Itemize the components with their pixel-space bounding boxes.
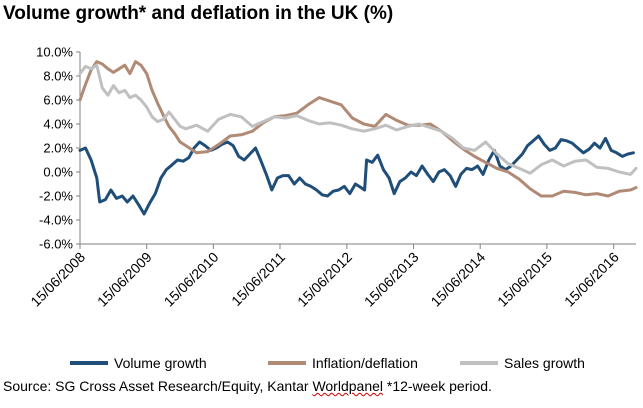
source-text-prefix: Source: SG Cross Asset Research/Equity, … [3,378,313,394]
y-tick-label: 10.0% [36,45,73,60]
legend-swatch [460,361,498,365]
legend-swatch [70,361,108,365]
y-axis-ticks: 10.0% 8.0% 6.0% 4.0% 2.0% 0.0% -2.0% -4.0% -6.0% [36,45,80,252]
plot-area: 10.0% 8.0% 6.0% 4.0% 2.0% 0.0% -2.0% -4.0% -6.0%… [27,45,638,310]
legend-label: Sales growth [504,355,585,371]
x-tick-label: 15/06/2015 [494,249,555,310]
legend-item: Volume growth [70,352,207,374]
x-tick-label: 15/06/2014 [427,249,488,310]
series-line-volume-growth [78,134,635,216]
legend-item: Inflation/deflation [268,352,418,374]
x-tick-label: 15/06/2009 [94,249,155,310]
x-tick-label: 15/06/2008 [27,249,88,310]
x-axis-ticks: 15/06/2008 15/06/2009 15/06/2010 15/06/2011… [27,244,622,310]
x-tick-label: 15/06/2010 [161,249,222,310]
source-text-underlined: Worldpanel [312,378,383,394]
x-tick-label: 15/06/2011 [228,249,288,309]
y-tick-label: -6.0% [39,237,73,252]
source-text-suffix: *12-week period. [383,378,492,394]
y-tick-label: 6.0% [43,93,73,108]
chart-legend: Volume growth Inflation/deflation Sales gr… [0,352,643,374]
line-chart: 10.0% 8.0% 6.0% 4.0% 2.0% 0.0% -2.0% -4.0% -6.0%… [27,45,638,310]
y-tick-label: 0.0% [43,165,73,180]
y-tick-label: -4.0% [39,213,73,228]
chart-title: Volume growth* and deflation in the UK (… [3,3,394,24]
x-tick-label: 15/06/2012 [294,249,355,310]
x-tick-label: 15/06/2013 [361,249,422,310]
legend-label: Inflation/deflation [312,355,418,371]
x-tick-label: 15/06/2016 [561,249,622,310]
series-line-inflation-deflation [78,60,638,198]
y-tick-label: 8.0% [43,69,73,84]
y-tick-label: -2.0% [39,189,73,204]
legend-swatch [268,361,306,365]
y-tick-label: 2.0% [43,141,73,156]
source-note: Source: SG Cross Asset Research/Equity, … [3,378,492,394]
series-line-sales-growth [78,63,638,176]
legend-item: Sales growth [460,352,585,374]
y-tick-label: 4.0% [43,117,73,132]
legend-label: Volume growth [114,355,207,371]
series-lines [78,60,638,216]
